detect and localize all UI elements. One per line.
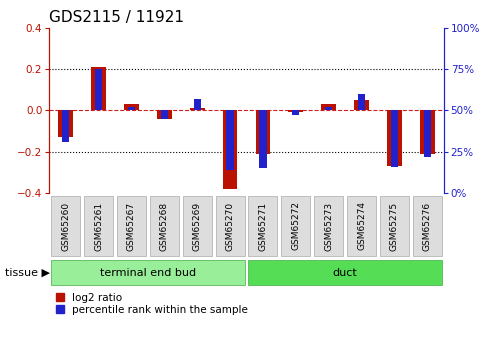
Bar — [128, 107, 135, 110]
Text: GSM65269: GSM65269 — [193, 201, 202, 250]
FancyBboxPatch shape — [150, 196, 179, 256]
Bar — [62, 110, 70, 142]
Bar — [391, 110, 398, 167]
Bar — [157, 110, 172, 119]
Bar — [255, 110, 270, 154]
Text: terminal end bud: terminal end bud — [100, 268, 196, 277]
FancyBboxPatch shape — [84, 196, 113, 256]
Text: GSM65276: GSM65276 — [423, 201, 432, 250]
Bar — [124, 104, 139, 110]
Bar — [358, 94, 365, 110]
Bar — [223, 110, 238, 189]
Text: GSM65261: GSM65261 — [94, 201, 103, 250]
FancyBboxPatch shape — [51, 260, 245, 285]
Bar — [387, 110, 402, 166]
Text: GSM65268: GSM65268 — [160, 201, 169, 250]
FancyBboxPatch shape — [347, 196, 376, 256]
FancyBboxPatch shape — [183, 196, 211, 256]
Bar — [259, 110, 267, 168]
Bar — [420, 110, 435, 154]
FancyBboxPatch shape — [413, 196, 442, 256]
Bar — [91, 67, 106, 110]
FancyBboxPatch shape — [248, 260, 442, 285]
Bar — [161, 110, 168, 119]
Bar — [321, 104, 336, 110]
Text: GDS2115 / 11921: GDS2115 / 11921 — [49, 10, 184, 25]
Text: GSM65271: GSM65271 — [258, 201, 267, 250]
FancyBboxPatch shape — [248, 196, 278, 256]
Text: GSM65270: GSM65270 — [226, 201, 235, 250]
Bar — [95, 69, 102, 110]
Bar — [423, 110, 431, 157]
FancyBboxPatch shape — [282, 196, 310, 256]
FancyBboxPatch shape — [380, 196, 409, 256]
Text: GSM65260: GSM65260 — [61, 201, 70, 250]
FancyBboxPatch shape — [314, 196, 343, 256]
Text: GSM65275: GSM65275 — [390, 201, 399, 250]
Bar — [325, 107, 332, 110]
Bar — [194, 99, 201, 110]
Bar — [354, 100, 369, 110]
Legend: log2 ratio, percentile rank within the sample: log2 ratio, percentile rank within the s… — [55, 292, 249, 316]
FancyBboxPatch shape — [117, 196, 146, 256]
FancyBboxPatch shape — [51, 196, 80, 256]
Bar — [58, 110, 73, 137]
Text: GSM65273: GSM65273 — [324, 201, 333, 250]
Bar — [226, 110, 234, 170]
FancyBboxPatch shape — [215, 196, 245, 256]
Bar — [288, 110, 303, 112]
Text: tissue ▶: tissue ▶ — [5, 268, 50, 277]
Text: GSM65267: GSM65267 — [127, 201, 136, 250]
Bar — [292, 110, 299, 115]
Text: GSM65272: GSM65272 — [291, 201, 300, 250]
Text: duct: duct — [333, 268, 357, 277]
Text: GSM65274: GSM65274 — [357, 201, 366, 250]
Bar — [190, 108, 205, 110]
